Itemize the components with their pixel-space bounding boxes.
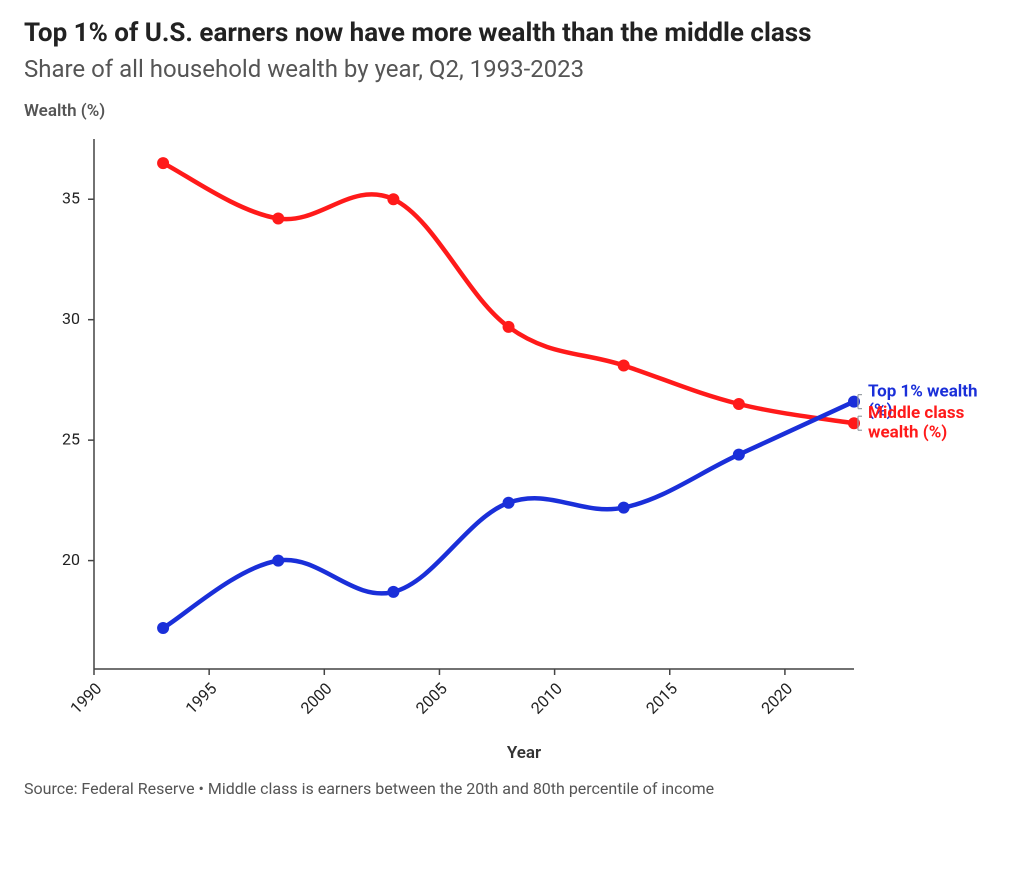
y-tick-label: 25	[62, 430, 80, 449]
chart-subtitle: Share of all household wealth by year, Q…	[24, 55, 1000, 83]
chart-svg: 20 25 30 35 1990 1995 2000 2005 2010 2015 2020 Top …	[24, 129, 1024, 739]
data-marker	[618, 502, 630, 514]
data-marker	[733, 398, 745, 410]
y-tick-label: 20	[62, 550, 80, 569]
data-marker	[272, 213, 284, 225]
series-line	[163, 402, 854, 628]
data-marker	[157, 157, 169, 169]
x-tick-label: 2000	[297, 679, 336, 718]
svg-text:Middle class: Middle class	[868, 403, 965, 423]
data-marker	[387, 193, 399, 205]
x-tick-label: 1995	[182, 679, 221, 718]
series-label: Middle classwealth (%)	[868, 403, 965, 442]
chart-plot-area: 20 25 30 35 1990 1995 2000 2005 2010 2015 2020 Top …	[24, 129, 1000, 739]
x-tick-label: 2015	[642, 679, 681, 718]
data-marker	[503, 497, 515, 509]
x-tick-label: 2020	[757, 679, 796, 718]
chart-container: Top 1% of U.S. earners now have more wea…	[0, 0, 1024, 896]
y-tick-label: 30	[62, 309, 80, 328]
data-marker	[503, 321, 515, 333]
chart-title: Top 1% of U.S. earners now have more wea…	[24, 18, 1000, 49]
data-marker	[733, 449, 745, 461]
x-tick-label: 2005	[412, 679, 451, 718]
svg-text:wealth (%): wealth (%)	[868, 422, 947, 442]
chart-source: Source: Federal Reserve • Middle class i…	[24, 779, 1000, 798]
data-marker	[157, 622, 169, 634]
svg-text:Top 1% wealth: Top 1% wealth	[868, 382, 978, 402]
y-tick-label: 35	[62, 189, 80, 208]
x-tick-label: 2010	[527, 679, 566, 718]
series-line	[163, 163, 854, 423]
x-axis-label: Year	[24, 743, 1024, 763]
x-tick-label: 1990	[66, 679, 105, 718]
y-axis-label: Wealth (%)	[24, 101, 1000, 121]
data-marker	[387, 586, 399, 598]
data-marker	[272, 555, 284, 567]
data-marker	[618, 360, 630, 372]
